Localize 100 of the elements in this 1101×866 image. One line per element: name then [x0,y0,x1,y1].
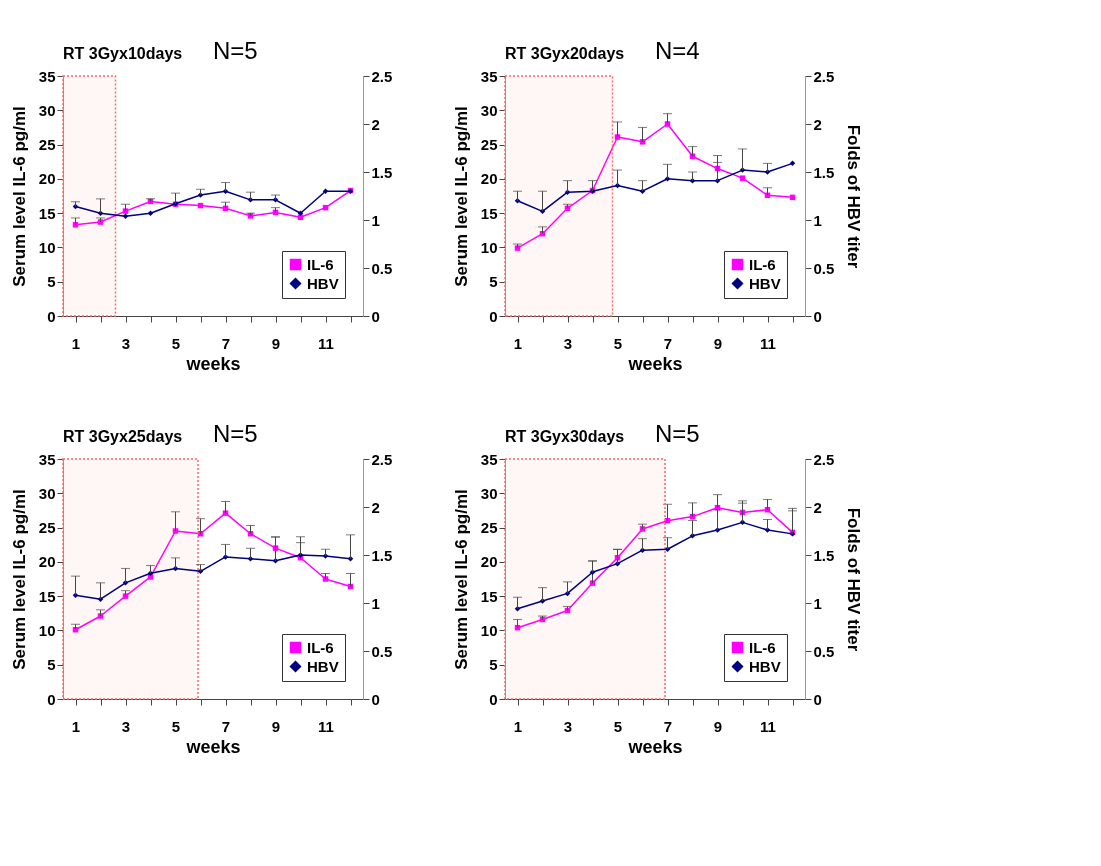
y2-tick-label: 0 [371,690,380,708]
legend-label: HBV [307,274,339,292]
y2-tick-label: 0 [813,690,822,708]
x-tick-label: 5 [171,334,181,352]
x-tick-label: 9 [713,334,723,352]
y2-tick-label: 2 [813,115,822,133]
y-tick-label: 15 [480,587,498,605]
y-tick-label: 5 [489,656,498,674]
y2-tick-label: 1.5 [813,546,835,564]
y-tick-label: 5 [47,273,56,291]
chart-title: RT 3Gyx20days [505,45,625,62]
y-tick-label: 15 [38,204,56,222]
chart-subtitle: N=5 [213,420,258,447]
y2-tick-label: 1 [371,211,380,229]
y2-tick-label: 2 [813,498,822,516]
y-tick-label: 25 [480,519,498,537]
y2-tick-label: 2 [371,498,380,516]
x-axis-title: weeks [627,736,683,757]
x-tick-label: 5 [613,717,623,735]
y-tick-label: 30 [38,484,56,502]
x-tick-label: 11 [760,334,776,352]
x-tick-label: 5 [171,717,181,735]
y2-axis-title: Folds of HBV titer [844,124,864,269]
chart-subtitle: N=5 [213,37,258,64]
y2-tick-label: 0 [813,307,822,325]
y2-tick-label: 1 [371,594,380,612]
x-tick-label: 7 [221,717,231,735]
y-tick-label: 0 [47,690,56,708]
y-axis-title: Serum level IL-6 pg/ml [9,489,29,670]
y-tick-label: 20 [38,170,56,188]
y2-tick-label: 2.5 [371,67,393,85]
x-tick-label: 11 [318,334,334,352]
legend-label: IL-6 [749,638,776,656]
y-tick-label: 35 [38,67,56,85]
x-tick-label: 7 [663,717,673,735]
y-tick-label: 0 [489,307,498,325]
x-tick-label: 11 [760,717,776,735]
y-tick-label: 30 [480,101,498,119]
y-tick-label: 35 [480,450,498,468]
y-tick-label: 5 [47,656,56,674]
y2-tick-label: 0.5 [813,642,835,660]
chart-subtitle: N=5 [655,420,700,447]
y2-tick-label: 2 [371,115,380,133]
y-tick-label: 10 [480,621,498,639]
chart-subtitle: N=4 [655,37,700,64]
x-tick-label: 1 [71,334,81,352]
y-tick-label: 0 [47,307,56,325]
x-axis-title: weeks [627,353,683,374]
y2-tick-label: 0.5 [371,259,393,277]
x-tick-label: 3 [121,717,131,735]
x-axis-title: weeks [185,353,241,374]
y2-tick-label: 0.5 [371,642,393,660]
y-tick-label: 10 [38,238,56,256]
y2-tick-label: 1 [813,211,822,229]
chart-title: RT 3Gyx10days [63,45,183,62]
y2-tick-label: 0 [371,307,380,325]
legend-label: HBV [307,657,339,675]
y-tick-label: 10 [38,621,56,639]
y2-tick-label: 1.5 [813,163,835,181]
y-tick-label: 15 [480,204,498,222]
y-tick-label: 20 [38,553,56,571]
y-tick-label: 25 [38,519,56,537]
legend-label: HBV [749,274,781,292]
x-tick-label: 1 [513,717,523,735]
x-tick-label: 3 [563,717,573,735]
y-tick-label: 35 [480,67,498,85]
x-tick-label: 9 [271,717,281,735]
y2-axis-title: Folds of HBV titer [844,507,864,652]
y-tick-label: 20 [480,170,498,188]
y-tick-label: 30 [480,484,498,502]
legend-label: IL-6 [307,255,334,273]
y2-tick-label: 1.5 [371,546,393,564]
chart-title: RT 3Gyx25days [63,428,183,445]
y-tick-label: 35 [38,450,56,468]
x-tick-label: 7 [221,334,231,352]
y-tick-label: 10 [480,238,498,256]
x-tick-label: 7 [663,334,673,352]
legend-label: HBV [749,657,781,675]
x-tick-label: 3 [121,334,131,352]
legend-label: IL-6 [307,638,334,656]
x-tick-label: 9 [713,717,723,735]
y-tick-label: 30 [38,101,56,119]
x-tick-label: 5 [613,334,623,352]
y-axis-title: Serum level IL-6 pg/ml [451,106,471,287]
y2-tick-label: 1 [813,594,822,612]
y-tick-label: 25 [38,136,56,154]
y-axis-title: Serum level IL-6 pg/ml [9,106,29,287]
legend-label: IL-6 [749,255,776,273]
y2-tick-label: 2.5 [371,450,393,468]
y-tick-label: 15 [38,587,56,605]
y2-tick-label: 2.5 [813,450,835,468]
y2-tick-label: 1.5 [371,163,393,181]
y-tick-label: 25 [480,136,498,154]
chart-title: RT 3Gyx30days [505,428,625,445]
x-tick-label: 11 [318,717,334,735]
y-axis-title: Serum level IL-6 pg/ml [451,489,471,670]
y-tick-label: 5 [489,273,498,291]
x-tick-label: 1 [71,717,81,735]
y2-tick-label: 0.5 [813,259,835,277]
x-tick-label: 3 [563,334,573,352]
